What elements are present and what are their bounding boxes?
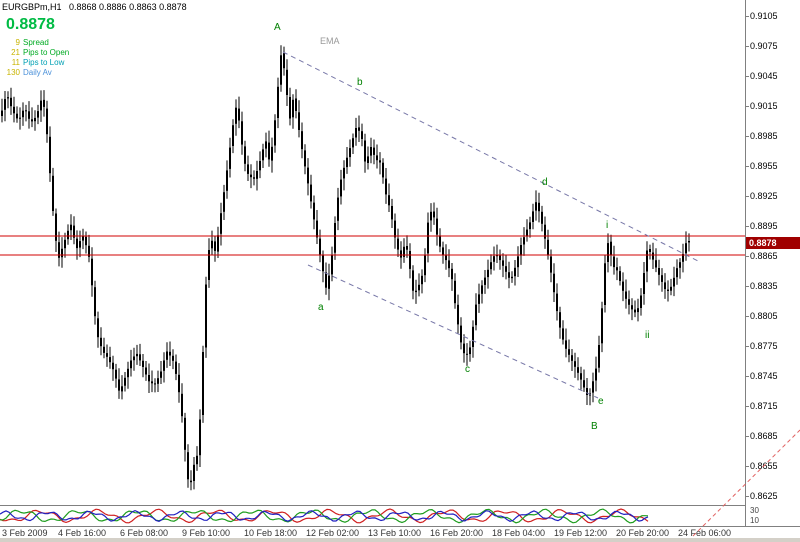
- legend-value: 11: [11, 58, 20, 67]
- osc-blue: [0, 509, 649, 522]
- x-axis-date-label: 20 Feb 20:00: [616, 528, 670, 538]
- y-axis-tick-mark: [746, 286, 749, 287]
- wave-label-b: b: [357, 77, 363, 88]
- x-axis-date-label: 24 Feb 06:00: [678, 528, 732, 538]
- y-axis-tick-mark: [746, 256, 749, 257]
- wave-label-d: d: [542, 177, 548, 188]
- wave-label-e: e: [598, 396, 604, 407]
- x-axis-date-label: 13 Feb 10:00: [368, 528, 422, 538]
- wave-label-a: a: [318, 302, 324, 313]
- ema-label: EMA: [320, 36, 340, 46]
- channel-trendline: [282, 51, 701, 263]
- x-axis-date-label: 4 Feb 16:00: [58, 528, 107, 538]
- x-axis-date-label: 12 Feb 02:00: [306, 528, 360, 538]
- x-axis-date-label: 9 Feb 10:00: [182, 528, 231, 538]
- y-axis-tick-mark: [746, 46, 749, 47]
- oscillator-svg: [0, 508, 649, 524]
- y-axis-tick-label: 0.9105: [750, 11, 778, 21]
- y-axis-tick-mark: [746, 466, 749, 467]
- x-axis-date-label: 19 Feb 12:00: [554, 528, 608, 538]
- y-axis-tick-label: 0.8625: [750, 491, 778, 501]
- current-price-display: 0.8878: [6, 16, 55, 33]
- wave-label-A: A: [274, 22, 281, 33]
- info-legend: 9 Spread 21 Pips to Open 11 Pips to Low 130 Dai…: [6, 38, 70, 78]
- current-price-tag: 0.8878: [746, 237, 800, 249]
- y-axis-tick-mark: [746, 406, 749, 407]
- axis-separator: [0, 526, 800, 527]
- legend-label: Daily Av: [23, 68, 52, 77]
- y-axis-tick-label: 0.8985: [750, 131, 778, 141]
- x-axis-date-label: 16 Feb 20:00: [430, 528, 484, 538]
- legend-row: 130 Daily Av: [6, 68, 69, 78]
- indicator-axis-label: 30: [750, 506, 759, 515]
- y-axis-tick-label: 0.9015: [750, 101, 778, 111]
- x-axis-date-label: 3 Feb 2009: [2, 528, 48, 538]
- y-axis-tick-label: 0.9075: [750, 41, 778, 51]
- y-axis-tick-mark: [746, 16, 749, 17]
- y-axis-tick-label: 0.8775: [750, 341, 778, 351]
- x-axis-date-label: 6 Feb 08:00: [120, 528, 169, 538]
- price-chart-area[interactable]: EURGBPm,H1 0.8868 0.8886 0.8863 0.8878 0…: [0, 0, 745, 505]
- y-axis-tick-mark: [746, 196, 749, 197]
- y-axis-tick-label: 0.9045: [750, 71, 778, 81]
- y-axis-tick-mark: [746, 376, 749, 377]
- y-axis-tick-label: 0.8955: [750, 161, 778, 171]
- legend-row: 9 Spread: [6, 38, 69, 48]
- y-axis-tick-mark: [746, 166, 749, 167]
- legend-label: Pips to Low: [23, 58, 65, 67]
- y-axis-tick-label: 0.8745: [750, 371, 778, 381]
- legend-label: Spread: [23, 38, 49, 47]
- y-axis-tick-label: 0.8865: [750, 251, 778, 261]
- osc-red: [0, 508, 649, 524]
- y-axis-tick-mark: [746, 346, 749, 347]
- chart-title-ohlc: EURGBPm,H1 0.8868 0.8886 0.8863 0.8878: [2, 2, 187, 12]
- y-axis-tick-mark: [746, 106, 749, 107]
- y-axis-tick-label: 0.8655: [750, 461, 778, 471]
- y-axis-tick-label: 0.8835: [750, 281, 778, 291]
- y-axis-tick-label: 0.8685: [750, 431, 778, 441]
- pane-separator[interactable]: [0, 505, 800, 506]
- time-axis[interactable]: 3 Feb 2009 4 Feb 16:00 6 Feb 08:00 9 Feb 10…: [0, 527, 800, 538]
- wave-label-c: c: [465, 364, 470, 375]
- legend-value: 130: [6, 68, 20, 77]
- wave-label-B: B: [591, 421, 598, 432]
- x-axis-date-label: 10 Feb 18:00: [244, 528, 298, 538]
- indicator-axis-label: 10: [750, 516, 759, 525]
- price-axis[interactable]: 0.8878 0.9105 0.9075 0.9045 0.9015 0.8985 0.8…: [745, 0, 800, 526]
- legend-value: 21: [11, 48, 20, 57]
- y-axis-tick-mark: [746, 496, 749, 497]
- legend-row: 21 Pips to Open: [6, 48, 69, 58]
- indicator-pane[interactable]: [0, 506, 745, 526]
- y-axis-tick-label: 0.8895: [750, 221, 778, 231]
- legend-label: Pips to Open: [23, 48, 70, 57]
- wave-label-ii: ii: [645, 330, 650, 341]
- candlestick-chart-svg[interactable]: [0, 0, 745, 505]
- y-axis-tick-mark: [746, 436, 749, 437]
- channel-trendline: [307, 264, 599, 399]
- y-axis-tick-mark: [746, 316, 749, 317]
- window-bottom-edge: [0, 538, 800, 542]
- y-axis-tick-mark: [746, 136, 749, 137]
- y-axis-tick-label: 0.8925: [750, 191, 778, 201]
- y-axis-tick-mark: [746, 226, 749, 227]
- y-axis-tick-mark: [746, 76, 749, 77]
- wave-label-i: i: [606, 220, 609, 231]
- legend-row: 11 Pips to Low: [6, 58, 69, 68]
- y-axis-tick-label: 0.8715: [750, 401, 778, 411]
- x-axis-date-label: 18 Feb 04:00: [492, 528, 546, 538]
- legend-value: 9: [15, 38, 20, 47]
- candles-group: [1, 45, 690, 491]
- y-axis-tick-label: 0.8805: [750, 311, 778, 321]
